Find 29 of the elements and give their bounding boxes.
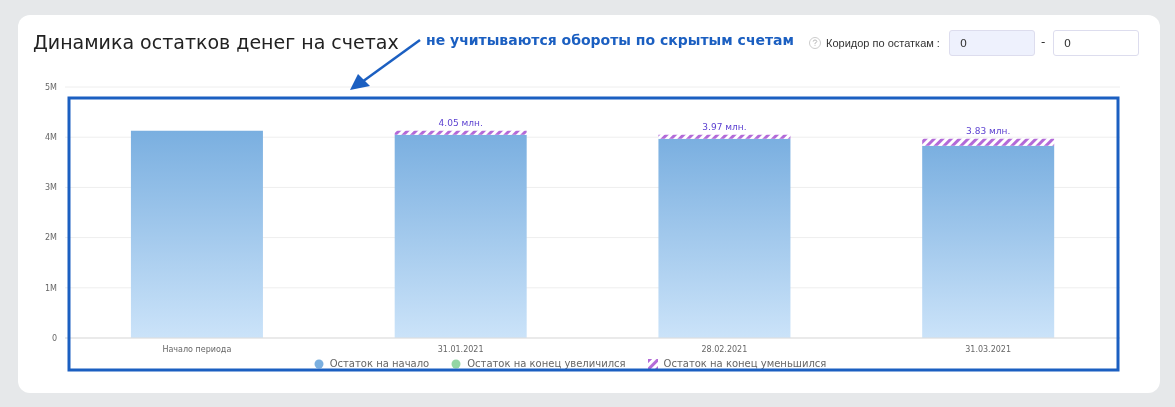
data-label: 3.83 млн. bbox=[966, 125, 1011, 136]
x-tick-label: 31.03.2021 bbox=[965, 344, 1012, 354]
x-tick-label: 31.01.2021 bbox=[437, 344, 484, 354]
legend-label: Остаток на конец уменьшился bbox=[662, 358, 827, 369]
text: - bbox=[1041, 35, 1046, 49]
data-label: 3.97 млн. bbox=[702, 121, 747, 132]
chart-title: Динамика остатков денег на счетах bbox=[33, 31, 399, 53]
y-tick-label: 1M bbox=[45, 283, 58, 293]
x-tick-label: Начало периода bbox=[162, 344, 232, 354]
bar bbox=[922, 138, 1055, 146]
bar bbox=[922, 145, 1055, 338]
text-field: 0 bbox=[949, 30, 1035, 56]
legend-label: Остаток на начало bbox=[328, 358, 430, 369]
y-tick-label: 2M bbox=[45, 233, 58, 243]
y-tick-label: 0 bbox=[51, 333, 57, 343]
text: Коридор по остаткам : bbox=[826, 37, 940, 49]
x-tick-label: 28.02.2021 bbox=[701, 344, 748, 354]
bar bbox=[658, 134, 791, 139]
data-label: 4.05 млн. bbox=[438, 117, 483, 128]
bar bbox=[130, 130, 263, 338]
text: не учитываются обороты по скрытым счетам bbox=[426, 32, 795, 48]
bar bbox=[658, 138, 791, 338]
bar bbox=[394, 134, 527, 338]
text-field: 0 bbox=[1053, 30, 1139, 56]
bar bbox=[394, 130, 527, 135]
y-tick-label: 5M bbox=[45, 82, 58, 92]
y-tick-label: 3M bbox=[45, 183, 58, 193]
y-tick-label: 4M bbox=[45, 133, 58, 143]
legend-label: Остаток на конец увеличился bbox=[466, 358, 626, 369]
